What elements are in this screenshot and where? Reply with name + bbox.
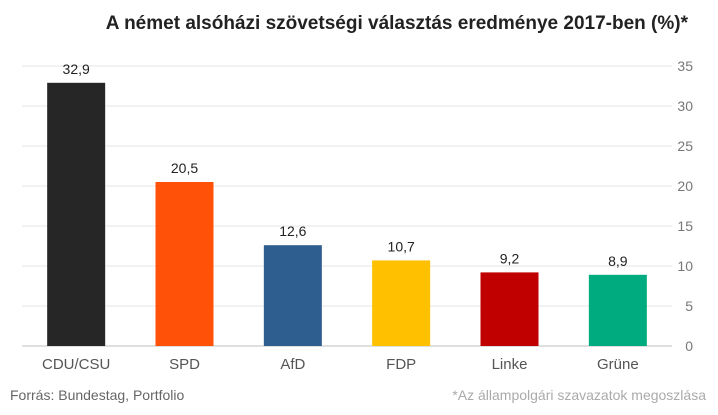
y-tick-label: 10 — [677, 258, 693, 274]
footnote: *Az állampolgári szavazatok megoszlása — [452, 387, 706, 403]
bar — [480, 272, 539, 346]
bar — [155, 182, 214, 346]
y-tick-label: 35 — [677, 58, 693, 74]
bar — [588, 274, 647, 346]
data-labels: 32,9 20,5 12,6 10,7 9,2 8,9 — [63, 61, 628, 269]
x-tick-label: FDP — [386, 356, 416, 373]
x-tick-label: CDU/CSU — [42, 356, 110, 373]
y-tick-label: 25 — [677, 138, 693, 154]
x-tick-label: Linke — [492, 356, 528, 373]
y-tick-label: 15 — [677, 218, 693, 234]
y-tick-labels: 0 5 10 15 20 25 30 35 — [677, 58, 693, 354]
data-label: 9,2 — [500, 250, 520, 266]
bar — [372, 260, 431, 346]
data-label: 20,5 — [171, 160, 198, 176]
bar — [263, 245, 322, 346]
gridlines — [22, 65, 672, 347]
chart-title: A német alsóházi szövetségi választás er… — [105, 13, 688, 34]
data-label: 10,7 — [388, 238, 415, 254]
y-tick-label: 5 — [685, 298, 693, 314]
source-note: Forrás: Bundestag, Portfolio — [10, 387, 185, 403]
x-tick-label: SPD — [169, 356, 200, 373]
bars — [47, 82, 647, 347]
y-tick-label: 20 — [677, 178, 693, 194]
x-tick-label: AfD — [280, 356, 305, 373]
x-tick-label: Grüne — [597, 356, 639, 373]
x-tick-labels: CDU/CSU SPD AfD FDP Linke Grüne — [42, 356, 639, 373]
data-label: 12,6 — [279, 223, 306, 239]
data-label: 32,9 — [63, 61, 90, 77]
data-label: 8,9 — [608, 253, 628, 269]
y-tick-label: 0 — [685, 338, 693, 354]
y-tick-label: 30 — [677, 98, 693, 114]
bar — [47, 82, 106, 347]
